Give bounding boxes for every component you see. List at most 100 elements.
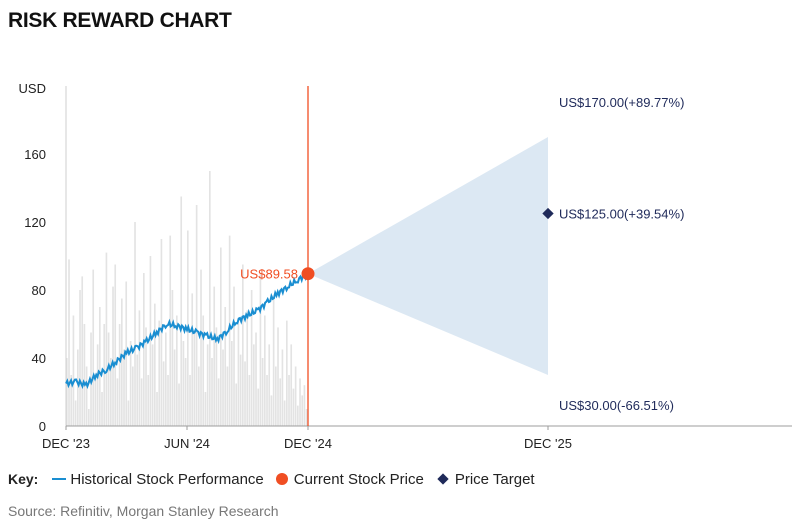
volume-bar (264, 315, 266, 426)
volume-bar (215, 327, 218, 426)
volume-bar (268, 344, 271, 426)
volume-bar (74, 400, 77, 426)
y-axis-unit-label: USD (19, 81, 46, 96)
volume-bar (275, 366, 277, 426)
volume-bar (110, 358, 112, 426)
volume-bar (180, 196, 183, 426)
volume-bar (99, 307, 101, 426)
volume-bar (303, 385, 306, 426)
volume-bar (277, 327, 279, 426)
volume-bar (248, 375, 251, 426)
volume-bar (294, 366, 297, 426)
volume-bar (217, 378, 220, 426)
volume-bar (85, 366, 88, 426)
volume-bar (116, 378, 119, 426)
volume-bar (253, 344, 255, 426)
volume-bar (121, 298, 123, 426)
volume-bar (143, 273, 145, 426)
volume-bar (136, 354, 139, 426)
volume-bar (226, 366, 229, 426)
volume-bar (70, 375, 73, 426)
volume-bar (94, 375, 97, 426)
volume-bar (127, 400, 130, 426)
volume-bar (92, 269, 95, 426)
volume-bar (154, 303, 156, 426)
volume-bar (162, 361, 165, 426)
volume-bar (114, 264, 117, 426)
volume-bar (96, 344, 99, 426)
volume-bar (239, 354, 242, 426)
volume-bar (149, 256, 152, 426)
volume-bar (118, 324, 121, 426)
volume-bar (204, 392, 207, 426)
volume-bar (233, 286, 235, 426)
volume-bar (83, 324, 86, 426)
x-tick-label: DEC '24 (284, 436, 332, 451)
volume-bar (272, 298, 275, 426)
volume-bar (72, 315, 75, 426)
risk-reward-cone (308, 137, 548, 375)
volume-bar (68, 259, 70, 426)
source-note: Source: Refinitiv, Morgan Stanley Resear… (8, 503, 279, 519)
volume-bar (156, 392, 158, 426)
volume-bar (242, 264, 244, 426)
y-tick-label: 0 (39, 419, 46, 434)
key-item-current-label: Current Stock Price (293, 470, 424, 488)
volume-bar (255, 332, 257, 426)
volume-bar (200, 269, 202, 426)
volume-bar (79, 290, 81, 426)
key-item-target: Price Target (436, 471, 535, 488)
volume-bar (279, 378, 282, 426)
volume-bar (198, 366, 200, 426)
volume-bar (246, 310, 249, 426)
volume-bar (178, 383, 180, 426)
volume-bar (173, 349, 176, 426)
volume-bar (138, 310, 141, 426)
volume-bar (301, 395, 304, 426)
volume-bar (184, 358, 187, 426)
x-tick-label: JUN '24 (164, 436, 210, 451)
volume-bar (244, 361, 246, 426)
volume-bar (235, 383, 238, 426)
volume-bar (202, 315, 205, 426)
volume-bar (288, 375, 290, 426)
volume-bar (129, 341, 132, 426)
volume-bar (281, 349, 284, 426)
volume-bar (171, 290, 174, 426)
price-target-label: US$125.00(+39.54%) (559, 207, 684, 222)
volume-bar (105, 252, 108, 426)
y-tick-label: 160 (24, 147, 46, 162)
volume-bar (134, 222, 136, 426)
volume-bar (193, 332, 196, 426)
key-item-history-label: Historical Stock Performance (70, 470, 264, 488)
volume-bar (191, 293, 194, 426)
volume-bar (77, 349, 79, 426)
volume-bar (145, 327, 147, 426)
volume-bar (103, 324, 106, 426)
volume-bar (209, 171, 211, 426)
volume-bar (132, 366, 134, 426)
key-item-history: Historical Stock Performance (52, 470, 264, 488)
price-target-diamond-icon (437, 473, 449, 485)
volume-bar (286, 320, 288, 426)
volume-bar (211, 358, 213, 426)
volume-bar (266, 375, 268, 426)
volume-bar (160, 239, 163, 426)
volume-bar (101, 392, 103, 426)
current-price-dot-icon (275, 473, 288, 485)
volume-bar (169, 235, 172, 426)
key-item-target-label: Price Target (454, 470, 535, 488)
volume-bar (189, 375, 191, 426)
volume-bar (112, 286, 114, 426)
key-label: Key: (8, 471, 39, 487)
y-tick-label: 80 (32, 283, 46, 298)
volume-bar (222, 349, 224, 426)
chart-key: Key: Historical Stock Performance Curren… (8, 468, 547, 490)
volume-bar (176, 315, 178, 426)
volume-bar (270, 395, 273, 426)
volume-bar (158, 320, 161, 426)
volume-bar (167, 375, 169, 426)
volume-bar (123, 349, 125, 426)
volume-bar (290, 344, 293, 426)
volume-bar (81, 276, 84, 426)
